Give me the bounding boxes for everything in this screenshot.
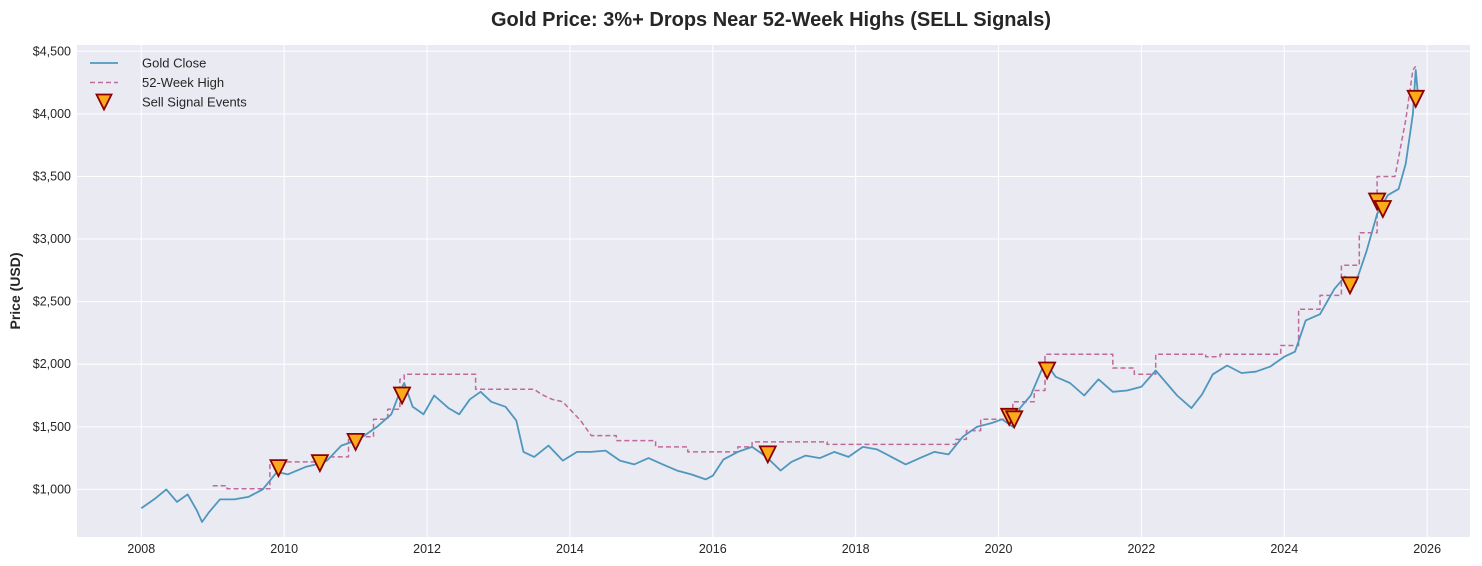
legend-swatch-sell-signal xyxy=(95,93,113,112)
x-tick-label: 2016 xyxy=(699,542,727,556)
x-tick-label: 2026 xyxy=(1413,542,1441,556)
y-tick-label: $4,000 xyxy=(33,107,71,121)
gold-close-line xyxy=(140,69,1420,523)
x-tick-label: 2010 xyxy=(270,542,298,556)
x-tick-label: 2022 xyxy=(1127,542,1155,556)
sell-signal-marker xyxy=(1037,361,1057,381)
sell-signal-marker xyxy=(346,432,366,452)
legend-label: Gold Close xyxy=(142,56,206,71)
y-tick-label: $3,000 xyxy=(33,232,71,246)
x-tick-label: 2018 xyxy=(842,542,870,556)
x-tick-label: 2012 xyxy=(413,542,441,556)
chart-title: Gold Price: 3%+ Drops Near 52-Week Highs… xyxy=(491,9,1051,31)
sell-signal-marker xyxy=(1004,410,1024,430)
sell-signal-marker xyxy=(758,445,778,465)
legend-label: Sell Signal Events xyxy=(142,95,247,110)
x-tick-label: 2014 xyxy=(556,542,584,556)
x-tick-label: 2020 xyxy=(985,542,1013,556)
plot-area xyxy=(77,45,1470,537)
x-axis-ticks: 2008 2010 2012 2014 2016 2018 2020 2022 2024 2026 xyxy=(127,542,1441,556)
legend-label: 52-Week High xyxy=(142,75,224,90)
x-tick-label: 2008 xyxy=(127,542,155,556)
sell-signal-marker xyxy=(1406,89,1426,109)
legend: Gold Close 52-Week High Sell Signal Events xyxy=(90,56,247,112)
grid xyxy=(77,45,1470,537)
sell-signal-marker xyxy=(392,386,412,406)
y-tick-label: $4,500 xyxy=(33,44,71,58)
y-axis-ticks: $1,000 $1,500 $2,000 $2,500 $3,000 $3,500 $4,0… xyxy=(33,44,71,496)
y-tick-label: $2,500 xyxy=(33,295,71,309)
sell-signal-markers xyxy=(268,89,1426,479)
sell-signal-marker xyxy=(310,454,330,474)
sell-signal-marker xyxy=(1340,276,1360,296)
x-tick-label: 2024 xyxy=(1270,542,1298,556)
series-layer xyxy=(140,65,1420,523)
y-tick-label: $1,000 xyxy=(33,482,71,496)
y-tick-label: $2,000 xyxy=(33,357,71,371)
y-tick-label: $1,500 xyxy=(33,420,71,434)
y-tick-label: $3,500 xyxy=(33,169,71,183)
sell-signal-marker xyxy=(268,459,288,479)
sell-signal-marker xyxy=(1373,200,1393,220)
y-axis-label: Price (USD) xyxy=(7,252,23,329)
